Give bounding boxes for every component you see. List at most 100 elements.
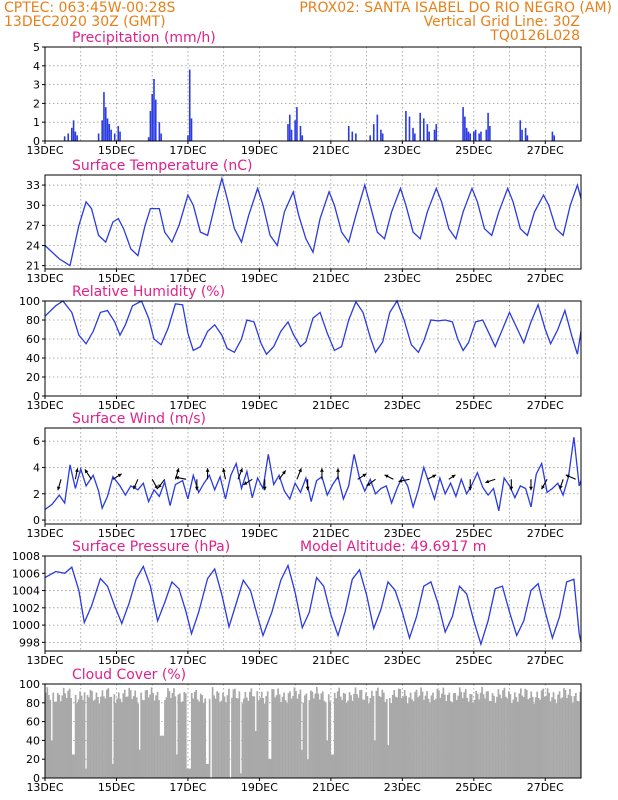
x-tick-label: 21DEC	[312, 781, 349, 794]
cloud-bar	[107, 688, 110, 778]
cloud-bar	[493, 695, 495, 778]
cloud-bar	[578, 701, 580, 778]
cloud-bar	[156, 691, 159, 778]
precip-bar	[465, 127, 468, 141]
precip-bar	[160, 133, 162, 141]
cloud-cover-panel: 0 20 40 60 80 100 13DEC 15DEC 17DEC 19DEC 21DEC 23D…	[19, 667, 582, 794]
precip-bar	[67, 133, 70, 141]
x-tick-label: 21DEC	[312, 144, 349, 157]
cloud-bar	[338, 687, 340, 778]
cloud-bar	[394, 696, 397, 778]
x-tick-label: 27DEC	[527, 527, 564, 540]
cloud-bar	[146, 689, 148, 778]
relative-humidity-panel: 0 20 40 60 80 100 13DEC 15DEC 17DEC 19DEC 21DEC 23D…	[19, 284, 582, 412]
cloud-bar	[143, 700, 145, 778]
cloud-bar	[167, 688, 169, 778]
cloud-bar	[280, 702, 282, 778]
cloud-cover-title: Cloud Cover (%)	[72, 667, 186, 683]
cloud-bar	[460, 692, 463, 778]
cloud-bar	[512, 699, 515, 778]
cloud-bar	[52, 692, 55, 778]
wind-vector-head	[451, 474, 456, 479]
cloud-bar	[438, 690, 440, 778]
cloud-bar	[302, 702, 305, 778]
cloud-bar	[246, 697, 248, 778]
x-tick-label: 13DEC	[26, 781, 63, 794]
cloud-bar	[314, 693, 317, 778]
cloud-bar	[150, 687, 153, 778]
x-tick-label: 15DEC	[98, 527, 135, 540]
cloud-bar	[548, 692, 550, 778]
cloud-bar	[509, 694, 512, 778]
model-altitude: Model Altitude: 49.6917 m	[300, 539, 486, 555]
x-tick-label: 21DEC	[312, 654, 349, 667]
cloud-bar	[308, 700, 311, 778]
cloud-bar	[418, 695, 421, 778]
x-tick-label: 23DEC	[384, 144, 421, 157]
precip-bar	[472, 131, 475, 141]
precip-bar	[553, 135, 556, 141]
precip-bar	[467, 131, 470, 141]
cloud-bar	[184, 693, 187, 778]
cloud-bar	[402, 696, 405, 778]
cloud-bar	[481, 686, 483, 778]
cloud-bar	[192, 698, 195, 778]
cloud-bar	[265, 696, 268, 778]
cloud-bar	[106, 689, 108, 778]
cloud-bar	[317, 693, 320, 778]
cloud-bar	[531, 696, 534, 778]
y-tick-label: 2	[33, 97, 40, 110]
precip-bar	[521, 129, 523, 141]
cloud-bar	[217, 692, 220, 778]
cloud-bar	[342, 692, 345, 778]
cloud-bar	[572, 702, 574, 778]
cloud-bar	[137, 703, 139, 778]
cloud-bar	[503, 687, 506, 778]
x-tick-label: 21DEC	[312, 399, 349, 412]
x-tick-label: 19DEC	[241, 527, 278, 540]
cloud-bar	[403, 690, 406, 778]
cloud-bar	[165, 697, 168, 778]
cloud-bar	[251, 696, 254, 778]
cloud-bar	[125, 696, 128, 778]
precip-bar	[149, 110, 152, 141]
y-tick-label: 60	[26, 333, 40, 346]
y-tick-label: 80	[26, 314, 40, 327]
cloud-bar	[388, 697, 391, 778]
cloud-bar	[103, 696, 105, 778]
y-tick-label: 0	[33, 514, 40, 527]
cloud-bar	[539, 699, 541, 778]
precipitation-frame	[44, 46, 582, 142]
y-tick-label: 6	[33, 435, 40, 448]
x-tick-label: 19DEC	[241, 144, 278, 157]
precip-bar	[428, 131, 430, 141]
x-tick-label: 25DEC	[455, 144, 492, 157]
wind-vector-head	[320, 468, 324, 472]
cloud-bar	[181, 701, 184, 778]
cloud-bar	[173, 688, 175, 778]
cloud-bar	[515, 697, 518, 778]
cloud-bar	[573, 696, 576, 778]
precip-bar	[469, 133, 472, 141]
cloud-bar	[377, 687, 379, 778]
precip-bar	[426, 124, 429, 141]
x-tick-label: 17DEC	[169, 781, 206, 794]
cloud-bar	[116, 698, 119, 778]
cloud-bar	[61, 695, 64, 778]
cloud-bar	[540, 690, 543, 778]
cloud-bar	[508, 691, 510, 778]
cloud-bar	[120, 702, 123, 778]
precip-bar	[519, 120, 522, 141]
cloud-bar	[391, 694, 394, 778]
cloud-bar	[141, 699, 144, 778]
precip-bar	[147, 137, 150, 141]
cloud-bar	[487, 691, 489, 778]
x-tick-label: 23DEC	[384, 272, 421, 285]
x-tick-label: 27DEC	[527, 144, 564, 157]
cloud-bar	[147, 697, 150, 778]
cloud-bar	[335, 698, 338, 778]
precip-bar	[74, 131, 77, 141]
precip-bar	[188, 69, 191, 141]
x-tick-label: 17DEC	[169, 272, 206, 285]
